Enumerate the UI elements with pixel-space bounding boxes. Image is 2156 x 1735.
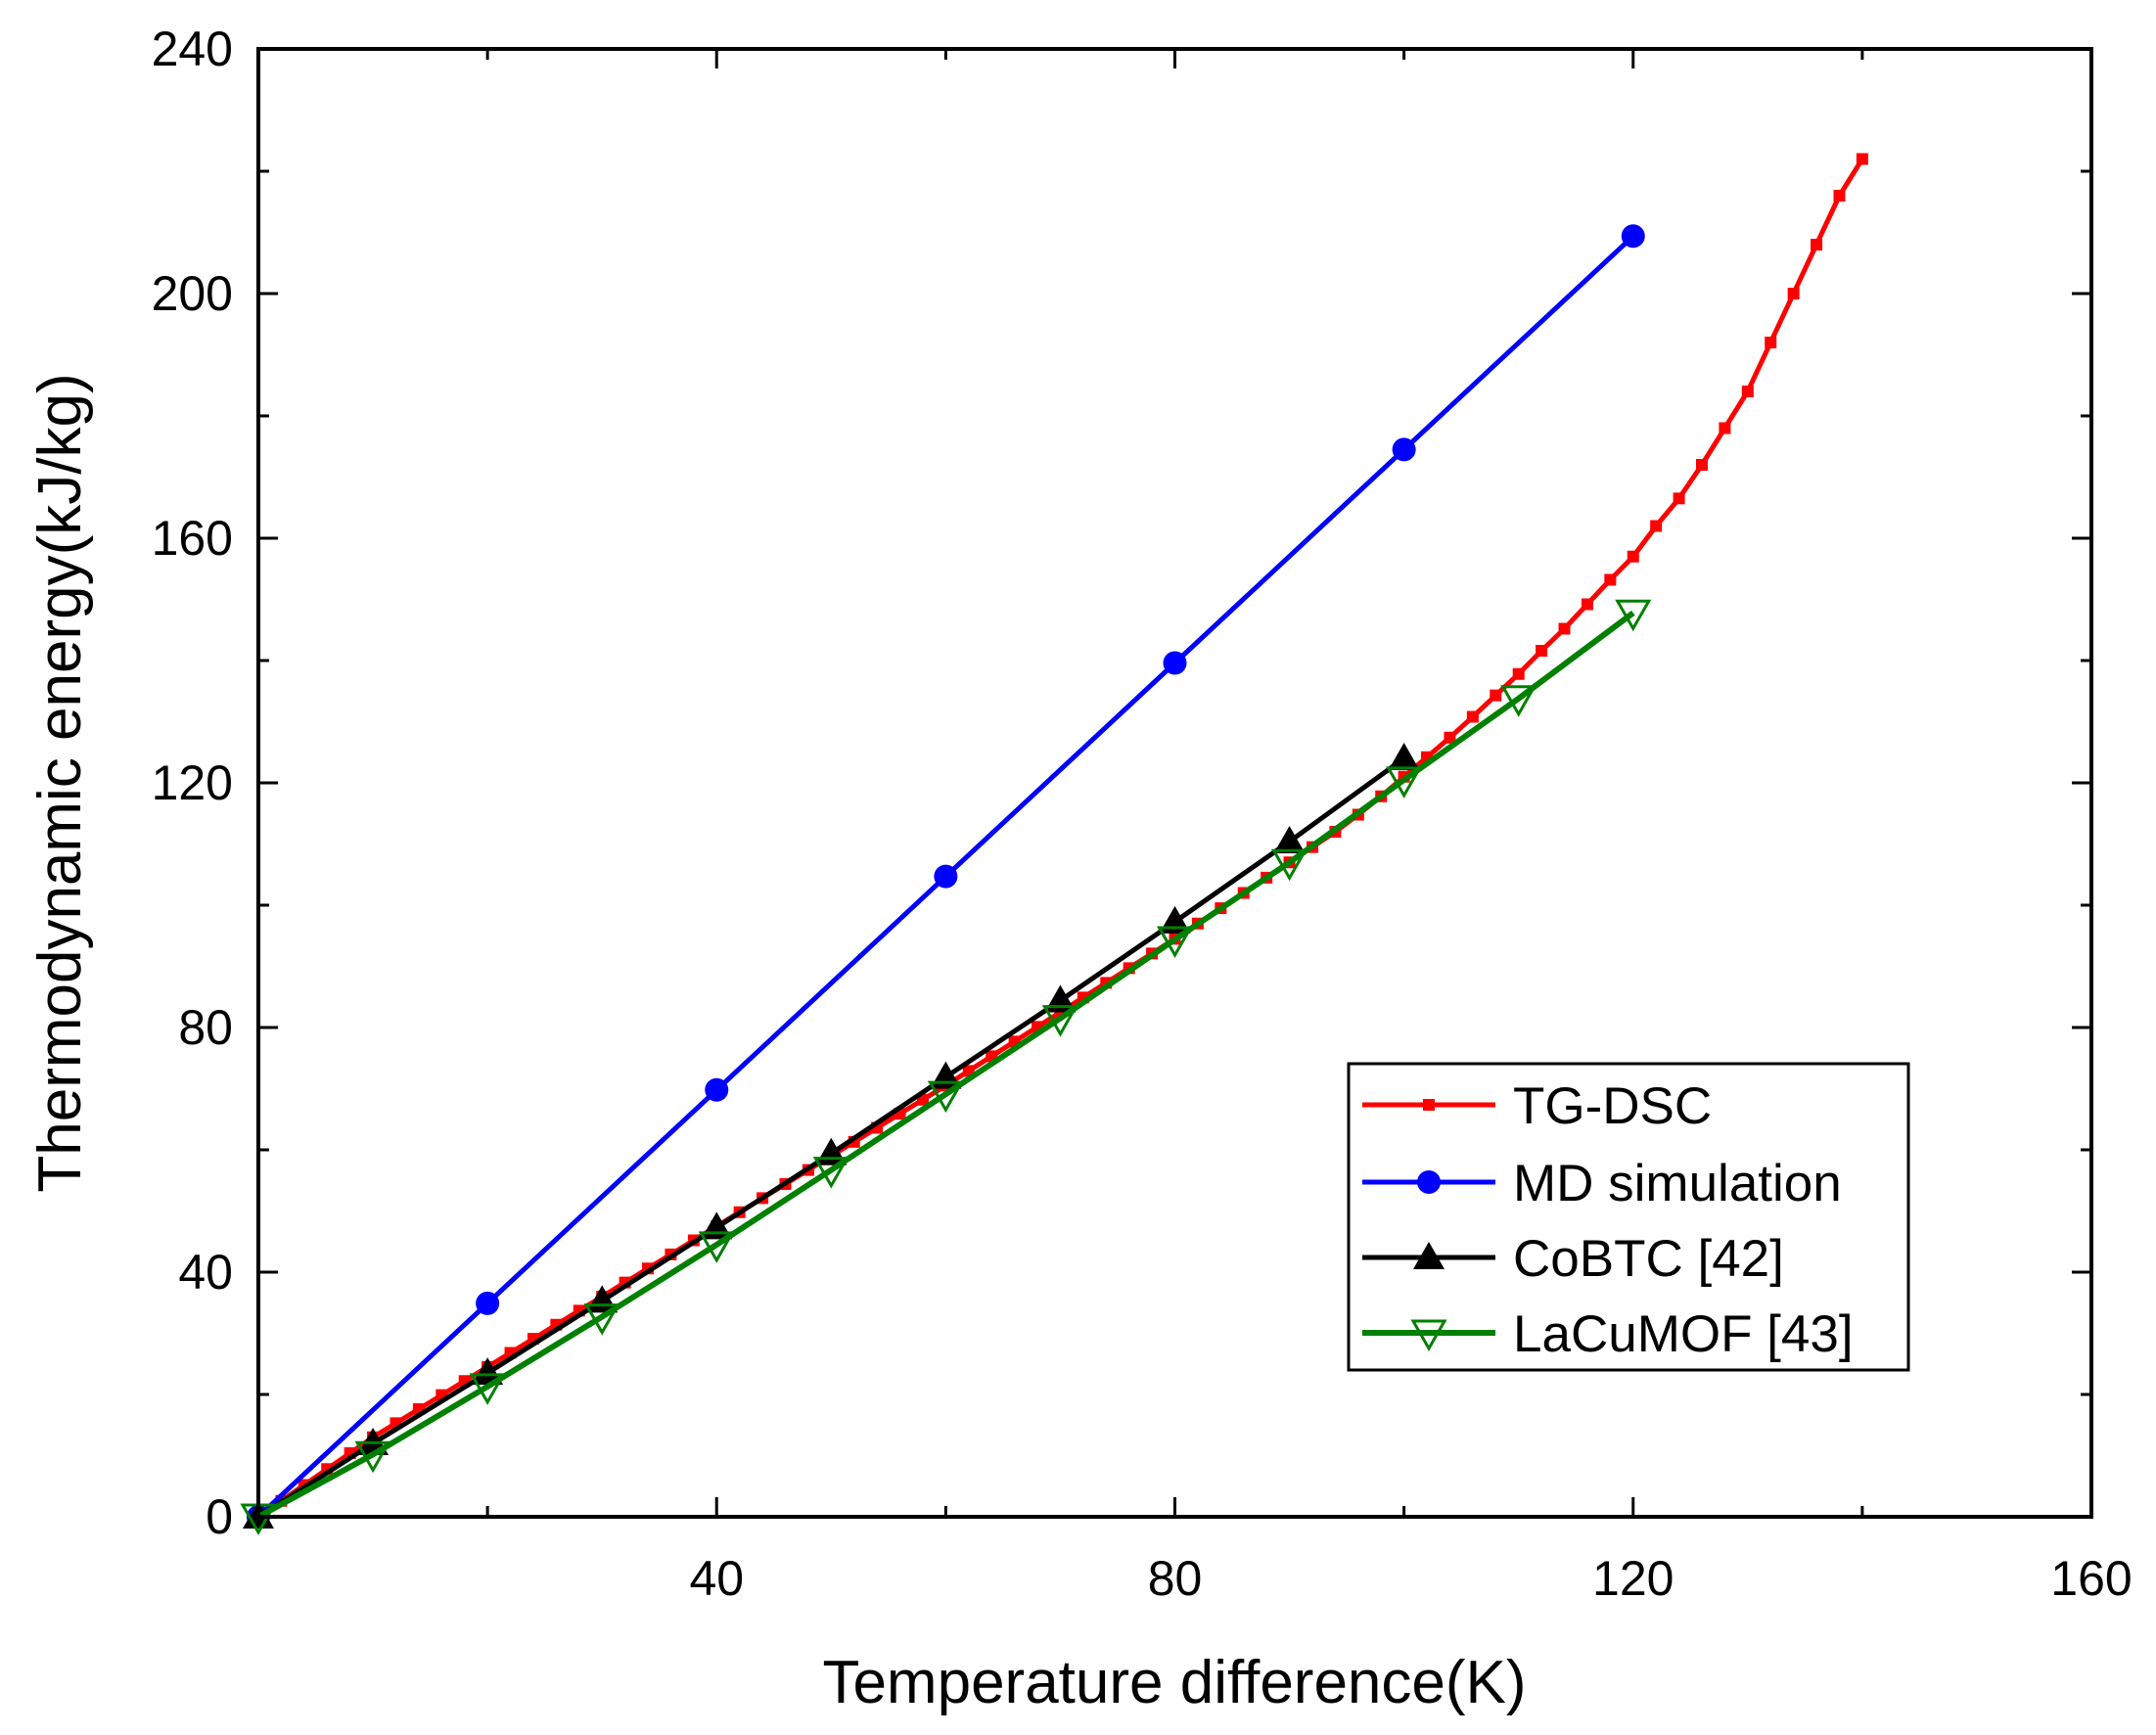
data-point — [1765, 337, 1777, 348]
series-lacumof-43 — [240, 599, 1652, 1536]
data-point — [812, 1157, 849, 1189]
series-md-simulation — [247, 224, 1645, 1529]
data-point — [1466, 710, 1479, 723]
legend-label: CoBTC [42] — [1513, 1230, 1784, 1288]
legend-label: TG-DSC — [1513, 1077, 1712, 1135]
data-point — [1163, 651, 1187, 675]
data-point — [472, 1357, 504, 1386]
legend-label: MD simulation — [1513, 1155, 1842, 1212]
legend-marker — [1417, 1170, 1441, 1194]
series-layer — [240, 153, 1868, 1536]
data-point — [1719, 422, 1731, 434]
y-tick-label: 0 — [206, 1489, 233, 1544]
data-point — [354, 1440, 391, 1474]
data-point — [1392, 437, 1416, 462]
data-point — [1156, 926, 1194, 959]
y-tick-label: 40 — [178, 1245, 233, 1300]
data-point — [1388, 743, 1420, 770]
data-point — [1856, 153, 1868, 165]
data-point — [1627, 550, 1639, 563]
legend-box — [1347, 1062, 1910, 1372]
legend-marker — [1413, 1242, 1445, 1269]
y-tick-label: 120 — [152, 755, 233, 810]
legend-marker — [1423, 1099, 1435, 1111]
data-point — [1604, 573, 1617, 586]
x-tick-label: 160 — [2050, 1551, 2132, 1606]
x-tick-label: 40 — [689, 1551, 744, 1606]
data-point — [476, 1291, 500, 1315]
data-point — [1741, 386, 1754, 397]
data-point — [1386, 766, 1423, 799]
data-point — [1041, 1005, 1079, 1037]
y-tick-label: 200 — [152, 266, 233, 321]
axes-layer: 40 80 120 160 0 40 80 120 160 200 240 — [152, 22, 2133, 1606]
x-tick-label: 120 — [1592, 1551, 1674, 1606]
data-point — [1621, 224, 1645, 249]
data-point — [1273, 826, 1306, 853]
x-axis-title: Temperature difference(K) — [822, 1649, 1526, 1716]
data-point — [934, 864, 958, 889]
data-point — [705, 1077, 729, 1102]
y-tick-label: 80 — [178, 1000, 233, 1055]
y-tick-label: 160 — [152, 511, 233, 566]
legend: TG-DSC MD simulation CoBTC [42] LaCuMOF [43… — [1347, 1062, 1910, 1372]
legend-marker — [1410, 1319, 1447, 1352]
data-point — [1581, 598, 1593, 611]
y-axis-title: Thermodynamic energy(kJ/kg) — [26, 373, 94, 1192]
data-point — [583, 1303, 620, 1336]
series-line — [256, 610, 1635, 1520]
data-point — [1270, 848, 1308, 882]
data-point — [1490, 689, 1502, 702]
data-point — [469, 1373, 506, 1405]
x-tick-label: 80 — [1148, 1551, 1203, 1606]
data-point — [1833, 190, 1846, 202]
legend-label: LaCuMOF [43] — [1513, 1305, 1854, 1363]
data-point — [1615, 599, 1652, 632]
data-point — [1811, 239, 1823, 251]
data-point — [927, 1080, 964, 1114]
data-point — [698, 1231, 735, 1263]
data-point — [1500, 685, 1537, 717]
data-point — [1650, 520, 1663, 532]
data-point — [1787, 288, 1800, 299]
data-point — [1536, 645, 1548, 657]
data-point — [1558, 622, 1571, 635]
y-tick-label: 240 — [152, 22, 233, 76]
data-point — [1673, 492, 1685, 505]
data-point — [1695, 459, 1708, 471]
data-point — [1444, 731, 1456, 744]
data-point — [1512, 667, 1525, 680]
